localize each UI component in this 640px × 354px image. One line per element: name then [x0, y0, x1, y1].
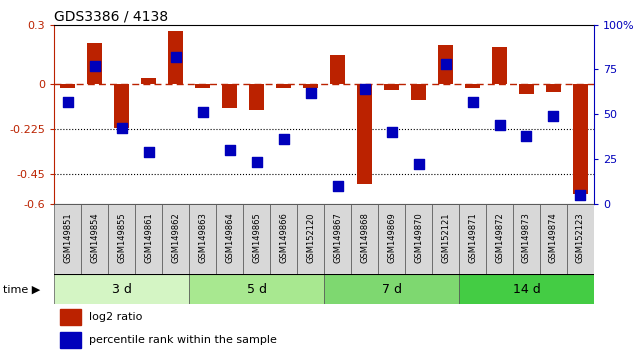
Text: GSM152121: GSM152121: [441, 212, 450, 263]
Bar: [324, 204, 351, 274]
Bar: [168, 31, 183, 84]
Bar: [276, 84, 291, 88]
Text: GSM149854: GSM149854: [90, 212, 99, 263]
Bar: [243, 204, 270, 274]
Text: 7 d: 7 d: [381, 283, 402, 296]
Text: GSM149870: GSM149870: [414, 212, 423, 263]
Bar: [411, 84, 426, 100]
Text: GSM149871: GSM149871: [468, 212, 477, 263]
Bar: [250, 84, 264, 110]
Bar: [195, 84, 210, 88]
Bar: [519, 84, 534, 94]
Text: GSM149865: GSM149865: [252, 212, 261, 263]
Point: [360, 86, 370, 92]
Point: [333, 183, 343, 188]
Bar: [492, 47, 507, 84]
Text: GSM149862: GSM149862: [172, 212, 180, 263]
Point: [278, 136, 289, 142]
Bar: [324, 274, 459, 304]
Point: [467, 99, 477, 104]
Point: [63, 99, 73, 104]
Point: [144, 149, 154, 155]
Text: GSM149866: GSM149866: [279, 212, 288, 263]
Point: [494, 122, 504, 128]
Bar: [330, 55, 345, 84]
Bar: [405, 204, 432, 274]
Text: GSM149873: GSM149873: [522, 212, 531, 263]
Point: [171, 54, 181, 60]
Point: [225, 147, 235, 153]
Text: percentile rank within the sample: percentile rank within the sample: [90, 335, 277, 346]
Bar: [141, 79, 156, 84]
Point: [198, 109, 208, 115]
Bar: [303, 84, 318, 88]
Bar: [270, 204, 297, 274]
Point: [548, 113, 559, 119]
Text: GSM149863: GSM149863: [198, 212, 207, 263]
Bar: [297, 204, 324, 274]
Bar: [357, 84, 372, 184]
Bar: [384, 84, 399, 90]
Point: [575, 192, 586, 198]
Text: GSM149868: GSM149868: [360, 212, 369, 263]
Bar: [222, 84, 237, 108]
Text: GSM149867: GSM149867: [333, 212, 342, 263]
Bar: [438, 45, 453, 84]
Bar: [432, 204, 459, 274]
Point: [522, 133, 532, 138]
Bar: [513, 204, 540, 274]
Point: [116, 126, 127, 131]
Bar: [540, 204, 567, 274]
Point: [90, 63, 100, 69]
Text: GSM149851: GSM149851: [63, 212, 72, 263]
Bar: [459, 204, 486, 274]
Bar: [189, 274, 324, 304]
Bar: [216, 204, 243, 274]
Text: GSM152120: GSM152120: [306, 212, 315, 263]
Bar: [378, 204, 405, 274]
Bar: [54, 204, 81, 274]
Bar: [546, 84, 561, 92]
Text: 3 d: 3 d: [112, 283, 132, 296]
Bar: [115, 84, 129, 128]
Bar: [573, 84, 588, 194]
Text: GSM149869: GSM149869: [387, 212, 396, 263]
Text: time ▶: time ▶: [3, 284, 40, 295]
Point: [305, 90, 316, 96]
Text: GDS3386 / 4138: GDS3386 / 4138: [54, 10, 168, 24]
Bar: [465, 84, 480, 88]
Bar: [60, 84, 76, 88]
Point: [387, 129, 397, 135]
Bar: [163, 204, 189, 274]
Text: 14 d: 14 d: [513, 283, 540, 296]
Text: GSM149872: GSM149872: [495, 212, 504, 263]
Bar: [60, 309, 81, 325]
Bar: [486, 204, 513, 274]
Bar: [108, 204, 135, 274]
Bar: [54, 274, 189, 304]
Point: [252, 160, 262, 165]
Bar: [567, 204, 594, 274]
Text: log2 ratio: log2 ratio: [90, 312, 143, 322]
Text: GSM152123: GSM152123: [576, 212, 585, 263]
Text: GSM149855: GSM149855: [117, 212, 126, 263]
Text: GSM149874: GSM149874: [549, 212, 558, 263]
Bar: [135, 204, 163, 274]
Text: GSM149864: GSM149864: [225, 212, 234, 263]
Text: 5 d: 5 d: [247, 283, 267, 296]
Text: GSM149861: GSM149861: [144, 212, 154, 263]
Bar: [351, 204, 378, 274]
Bar: [88, 43, 102, 84]
Point: [440, 61, 451, 67]
Bar: [459, 274, 594, 304]
Bar: [81, 204, 108, 274]
Point: [413, 161, 424, 167]
Bar: [189, 204, 216, 274]
Bar: [60, 332, 81, 348]
